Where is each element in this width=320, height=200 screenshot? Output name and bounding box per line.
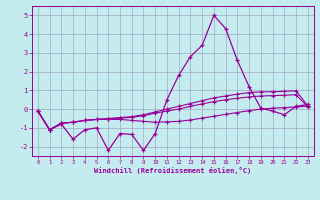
X-axis label: Windchill (Refroidissement éolien,°C): Windchill (Refroidissement éolien,°C)	[94, 167, 252, 174]
